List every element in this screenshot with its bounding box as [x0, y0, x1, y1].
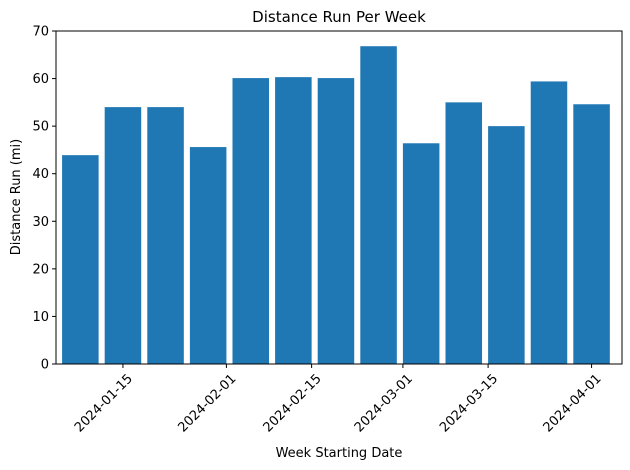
plot-frame — [55, 30, 623, 365]
y-tick-label: 50 — [32, 120, 49, 135]
bar-2024-02-19 — [317, 78, 355, 364]
bar-2024-01-15 — [104, 107, 142, 365]
y-tick-label: 10 — [32, 310, 49, 325]
x-axis-label: Week Starting Date — [276, 446, 403, 461]
bar-2024-03-25 — [530, 81, 568, 365]
y-tick-label: 70 — [32, 25, 49, 40]
x-axis: 2024-01-15 2024-02-01 2024-02-15 2024-03-01… — [72, 364, 605, 435]
y-axis-label: Distance Run (mi) — [9, 139, 24, 255]
x-tick-label: 2024-02-15 — [261, 371, 325, 435]
x-tick-label: 2024-02-01 — [175, 371, 239, 435]
y-tick-label: 20 — [32, 262, 49, 277]
bars-group — [62, 46, 610, 365]
bar-2024-01-29 — [189, 147, 227, 364]
bar-2024-04-01 — [573, 104, 610, 364]
bar-2024-02-12 — [275, 77, 312, 364]
y-tick-label: 40 — [32, 167, 49, 182]
y-tick-label: 60 — [32, 72, 49, 87]
x-tick-label: 2024-03-01 — [352, 371, 416, 435]
bar-2024-02-26 — [360, 46, 397, 364]
bar-2024-03-18 — [488, 126, 525, 364]
bar-2024-01-22 — [147, 107, 184, 365]
x-tick-label: 2024-03-15 — [437, 371, 501, 435]
y-tick-label: 0 — [41, 358, 49, 373]
bar-2024-03-04 — [402, 143, 440, 364]
chart-title: Distance Run Per Week — [252, 8, 426, 26]
x-tick-label: 2024-01-15 — [72, 371, 136, 435]
bar-2024-01-08 — [62, 155, 99, 364]
x-tick-label: 2024-04-01 — [541, 371, 605, 435]
y-axis: 0 10 20 30 40 50 60 70 — [32, 25, 56, 373]
bar-2024-03-11 — [445, 102, 483, 365]
bar-2024-02-05 — [232, 78, 270, 364]
y-tick-label: 30 — [32, 215, 49, 230]
